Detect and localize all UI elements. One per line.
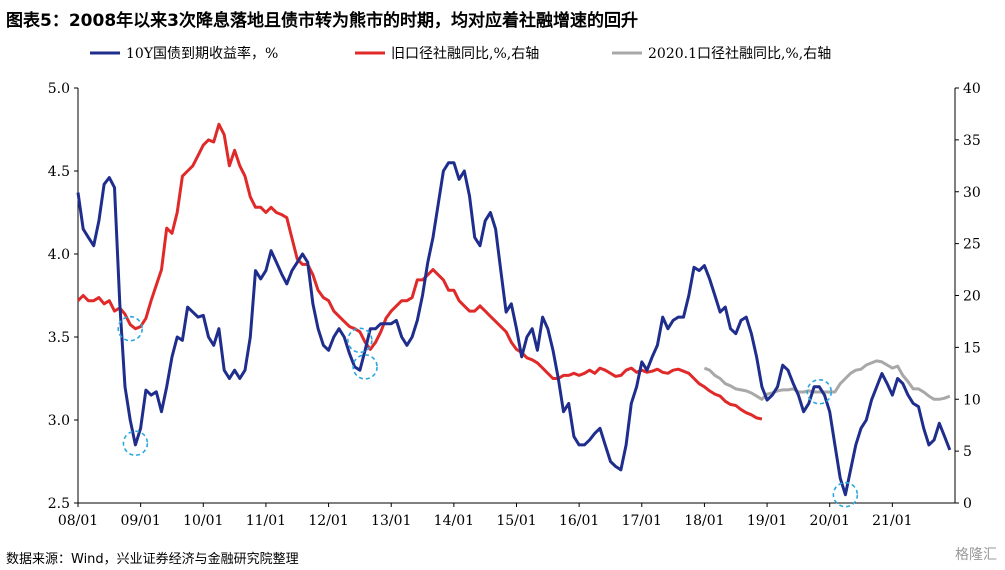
x-tick-label: 12/01	[308, 513, 348, 529]
watermark: 格隆汇	[955, 547, 997, 563]
x-tick-label: 19/01	[747, 513, 787, 529]
y-right-tick-label: 30	[963, 185, 981, 201]
y-left-tick-label: 5.0	[48, 81, 70, 97]
highlight-circle	[117, 315, 144, 342]
y-right-tick-label: 20	[963, 289, 981, 305]
x-tick-label: 20/01	[810, 513, 850, 529]
x-tick-label: 17/01	[622, 513, 662, 529]
y-left-tick-label: 3.5	[48, 330, 70, 346]
series-line-0	[76, 161, 952, 497]
y-right-tick-label: 35	[963, 133, 981, 149]
highlight-circle	[832, 481, 859, 508]
x-tick-label: 15/01	[496, 513, 536, 529]
highlight-circle	[806, 378, 833, 405]
legend-label: 10Y国债到期收益率，%	[126, 45, 278, 62]
y-left-tick-label: 4.0	[48, 247, 70, 263]
chart-annotations	[117, 315, 859, 508]
x-tick-label: 18/01	[684, 513, 724, 529]
y-left-tick-label: 4.5	[48, 164, 70, 180]
x-tick-label: 21/01	[872, 513, 912, 529]
x-tick-label: 11/01	[246, 513, 286, 529]
y-right-tick-label: 10	[963, 392, 981, 408]
series-line-1	[76, 122, 763, 421]
chart-series	[76, 122, 952, 497]
y-right-tick-label: 15	[963, 340, 981, 356]
y-right-tick-label: 25	[963, 237, 981, 253]
y-right-tick-label: 5	[963, 444, 972, 460]
legend-label: 旧口径社融同比,%,右轴	[391, 46, 539, 62]
legend-label: 2020.1口径社融同比,%,右轴	[648, 46, 831, 62]
page-title: 图表5：2008年以来3次降息落地且债市转为熊市的时期，均对应着社融增速的回升	[6, 11, 638, 31]
y-left-tick-label: 2.5	[48, 496, 70, 512]
x-tick-label: 14/01	[434, 513, 474, 529]
x-tick-label: 09/01	[120, 513, 160, 529]
x-tick-label: 10/01	[183, 513, 223, 529]
x-tick-label: 13/01	[371, 513, 411, 529]
x-tick-label: 16/01	[559, 513, 599, 529]
y-right-tick-label: 40	[963, 81, 981, 97]
highlight-circle	[352, 354, 378, 380]
chart-legend: 10Y国债到期收益率，% 旧口径社融同比,%,右轴 2020.1口径社融同比,%,右…	[90, 45, 831, 62]
y-right-tick-label: 0	[963, 496, 972, 512]
highlight-circle	[122, 430, 149, 457]
series-line-2	[703, 359, 951, 401]
chart-axes: 2.5 3.0 3.5 4.0 4.5 5.0 0 5 10 15 20 25 30 35 40 08/01 0…	[48, 81, 981, 529]
source-note: 数据来源：Wind，兴业证券经济与金融研究院整理	[6, 552, 299, 567]
highlight-circle	[347, 327, 373, 354]
x-tick-label: 08/01	[58, 513, 98, 529]
y-left-tick-label: 3.0	[48, 413, 70, 429]
